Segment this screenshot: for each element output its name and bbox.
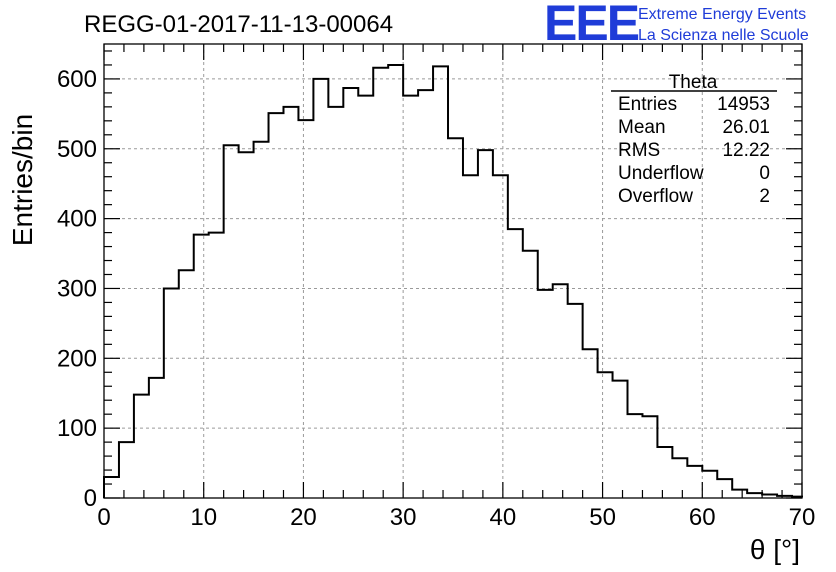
histogram-step-line — [103, 63, 803, 498]
plot-frame — [103, 43, 803, 499]
stats-row-value: 26.01 — [722, 117, 770, 138]
x-tick-label: 30 — [390, 504, 417, 531]
logo-subtitle-line2: La Scienza nelle Scuole — [638, 27, 809, 44]
y-tick-labels: 0 100 200 300 400 500 600 — [57, 66, 97, 512]
y-tick-label: 500 — [57, 136, 97, 163]
y-tick-label: 100 — [57, 415, 97, 442]
y-axis-label: Entries/bin — [7, 114, 38, 246]
x-tick-label: 20 — [290, 504, 317, 531]
x-axis-label: θ [°] — [750, 534, 800, 565]
stats-row-value: 2 — [759, 186, 770, 207]
x-tick-label: 60 — [689, 504, 716, 531]
stats-row-label: Overflow — [618, 186, 693, 207]
stats-row-label: Mean — [618, 117, 666, 138]
y-tick-label: 400 — [57, 206, 97, 233]
x-tick-labels: 0 10 20 30 40 50 60 70 — [97, 504, 815, 531]
y-tick-label: 600 — [57, 66, 97, 93]
stats-row-value: 0 — [759, 163, 770, 184]
x-tick-label: 70 — [789, 504, 816, 531]
run-title: REGG-01-2017-11-13-00064 — [84, 11, 393, 38]
stats-row-label: Entries — [618, 94, 677, 115]
stats-box-title: Theta — [669, 72, 718, 93]
stats-row-label: Underflow — [618, 163, 704, 184]
x-tick-label: 40 — [490, 504, 517, 531]
stats-row-label: RMS — [618, 140, 660, 161]
x-tick-label: 0 — [97, 504, 110, 531]
eee-logo: EEE — [544, 0, 639, 51]
x-tick-label: 10 — [190, 504, 217, 531]
y-tick-label: 300 — [57, 275, 97, 302]
logo-subtitle-line1: Extreme Energy Events — [638, 6, 806, 23]
y-tick-label: 200 — [57, 345, 97, 372]
stats-row-value: 12.22 — [722, 140, 770, 161]
stats-row-value: 14953 — [717, 94, 770, 115]
axis-ticks — [103, 44, 803, 499]
stats-box: Theta Entries 14953 Mean 26.01 RMS 12.22 Under… — [611, 72, 777, 207]
x-tick-label: 50 — [589, 504, 616, 531]
grid-lines — [104, 44, 802, 498]
y-tick-label: 0 — [84, 485, 97, 512]
